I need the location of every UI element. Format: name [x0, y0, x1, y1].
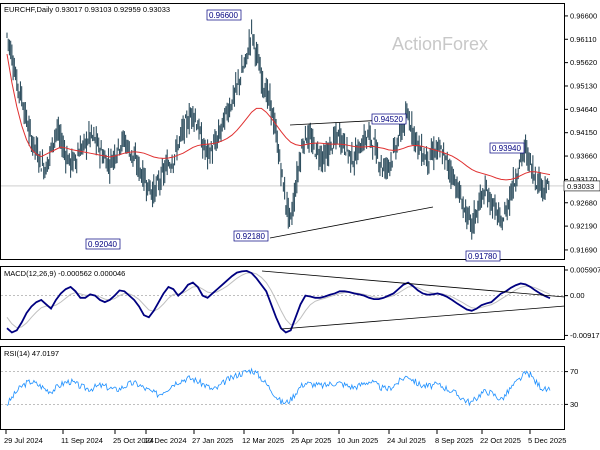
- date-tick-label: 12 Mar 2025: [242, 436, 284, 445]
- date-tick-label: 27 Jan 2025: [192, 436, 233, 445]
- rsi-tick-label: 30: [570, 400, 578, 409]
- macd-lower-trendline: [280, 305, 565, 330]
- annotation-label: 0.96600: [209, 11, 238, 20]
- price-tick-label: 0.95130: [570, 81, 597, 90]
- annotation-label: 0.92180: [236, 232, 265, 241]
- annotation-box: [489, 142, 525, 154]
- price-tick-label: 0.91690: [570, 245, 597, 254]
- price-tick-label: 0.95620: [570, 58, 597, 67]
- rsi-tick-label: 70: [570, 367, 578, 376]
- price-tick-label: 0.92190: [570, 222, 597, 231]
- annotation-box: [371, 113, 407, 125]
- macd-main-line: [6, 269, 551, 334]
- price-annotations: 0.96600 0.94520 0.93940 0.92040 0.92180 0.917…: [85, 9, 525, 262]
- ma-line: [6, 53, 551, 181]
- watermark: ActionForex: [392, 34, 488, 54]
- macd-tick-label: 0.00: [570, 291, 585, 300]
- date-tick-label: 10 Jun 2025: [337, 436, 378, 445]
- last-price-box: [563, 180, 600, 192]
- date-tick-label: 10 Dec 2024: [144, 436, 187, 445]
- macd-signal-line: [6, 272, 551, 329]
- date-tick-label: 29 Jul 2024: [4, 436, 43, 445]
- rsi-y-axis: 70 30: [564, 367, 578, 409]
- date-tick-label: 22 Oct 2025: [480, 436, 521, 445]
- annotation-box: [206, 9, 242, 21]
- price-bars: [6, 19, 550, 240]
- macd-tick-label: -0.009175: [570, 331, 600, 340]
- date-tick-label: 11 Sep 2024: [61, 436, 103, 445]
- annotation-label: 0.93940: [492, 144, 521, 153]
- macd-upper-trendline: [261, 270, 565, 298]
- price-tick-label: 0.96600: [570, 11, 597, 20]
- annotation-label: 0.92040: [88, 240, 117, 249]
- price-tick-label: 0.94640: [570, 105, 597, 114]
- rsi-panel: [0, 346, 565, 430]
- rsi-title: RSI(14) 47.0197: [4, 349, 59, 358]
- price-tick-label: 0.92680: [570, 198, 597, 207]
- lower-trendline: [269, 206, 434, 239]
- rsi-line: [1, 367, 564, 407]
- price-tick-label: 0.93660: [570, 152, 597, 161]
- date-tick-label: 25 Oct 2024: [113, 436, 154, 445]
- macd-lines: [1, 269, 565, 334]
- main-title: EURCHF,Daily 0.93017 0.93103 0.92959 0.9…: [4, 5, 170, 14]
- annotation-box: [233, 230, 269, 242]
- date-tick-label: 25 Apr 2025: [291, 436, 331, 445]
- macd-y-axis: 0.005907 0.00 -0.009175: [564, 266, 600, 340]
- price-tick-label: 0.96110: [570, 35, 597, 44]
- date-tick-label: 5 Dec 2025: [528, 436, 566, 445]
- price-y-axis: 0.96600 0.96110 0.95620 0.95130 0.94640 0.941…: [563, 11, 600, 254]
- annotation-box: [465, 250, 501, 262]
- annotation-label: 0.91780: [468, 252, 497, 261]
- annotation-label: 0.94520: [374, 115, 403, 124]
- macd-tick-label: 0.005907: [570, 266, 600, 275]
- moving-average: [6, 53, 551, 181]
- price-tick-label: 0.93170: [570, 175, 597, 184]
- date-tick-label: 24 Jul 2025: [387, 436, 426, 445]
- last-price-label: 0.93033: [567, 182, 594, 191]
- macd-title: MACD(12,26,9) -0.000562 0.000046: [4, 269, 125, 278]
- price-tick-label: 0.94150: [570, 128, 597, 137]
- date-tick-label: 8 Sep 2025: [435, 436, 473, 445]
- annotation-box: [85, 238, 121, 250]
- rsi-series-line: [6, 367, 551, 407]
- macd-panel: [0, 266, 565, 340]
